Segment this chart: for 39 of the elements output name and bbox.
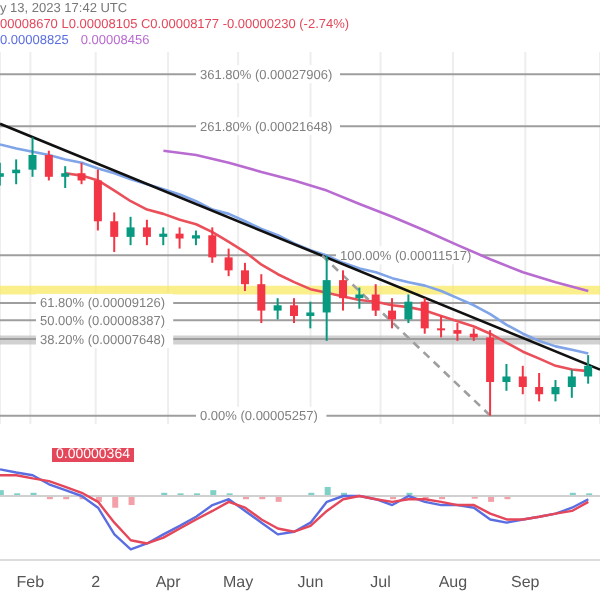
candlestick bbox=[518, 364, 527, 396]
candlestick bbox=[142, 218, 151, 247]
x-tick-label: 2 bbox=[91, 573, 102, 592]
candlestick bbox=[126, 215, 135, 247]
candlestick bbox=[420, 297, 429, 335]
candlestick bbox=[388, 297, 397, 330]
x-tick-label: May bbox=[223, 573, 254, 592]
x-tick-label: Sep bbox=[511, 573, 541, 592]
candlestick bbox=[322, 254, 331, 342]
candlestick bbox=[306, 300, 315, 330]
candlestick bbox=[404, 293, 413, 325]
candlestick bbox=[486, 329, 495, 417]
candlestick bbox=[437, 315, 446, 339]
candlestick bbox=[61, 165, 70, 190]
x-tick-label: Apr bbox=[155, 573, 182, 592]
candlestick bbox=[224, 247, 233, 278]
x-tick-label: Aug bbox=[438, 573, 468, 592]
candlestick bbox=[567, 368, 576, 399]
x-tick-label: Feb bbox=[16, 573, 46, 592]
candlestick bbox=[289, 297, 298, 325]
candlestick bbox=[502, 363, 511, 392]
candlestick bbox=[273, 297, 282, 321]
candlestick bbox=[355, 286, 364, 310]
candlestick bbox=[44, 149, 53, 182]
candlestick bbox=[208, 226, 217, 264]
candlestick bbox=[584, 354, 593, 385]
candlestick bbox=[551, 379, 560, 403]
candlestick bbox=[240, 261, 249, 293]
candlestick bbox=[93, 168, 102, 232]
candlestick bbox=[175, 226, 184, 250]
candlestick bbox=[28, 136, 37, 178]
candlestick bbox=[535, 371, 544, 403]
x-tick-label: Jul bbox=[370, 573, 392, 592]
candlestick bbox=[77, 161, 86, 186]
x-tick-label: Jun bbox=[297, 573, 324, 592]
candlestick bbox=[371, 283, 380, 318]
candlestick bbox=[110, 211, 119, 254]
candlestick bbox=[339, 269, 348, 312]
candlestick bbox=[257, 273, 266, 325]
